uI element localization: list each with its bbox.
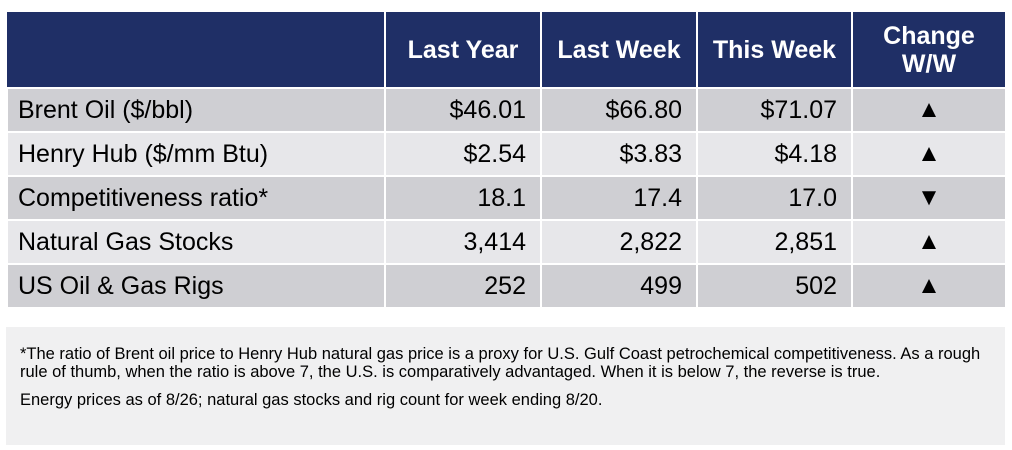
up-triangle-icon: ▲ bbox=[851, 263, 1007, 309]
up-triangle-icon: ▲ bbox=[851, 131, 1007, 177]
down-triangle-icon: ▼ bbox=[851, 175, 1007, 221]
header-last-year: Last Year bbox=[384, 10, 542, 89]
cell-this-week: 2,851 bbox=[696, 219, 853, 265]
table-row: US Oil & Gas Rigs 252 499 502 ▲ bbox=[6, 263, 1007, 309]
data-dates-note: Energy prices as of 8/26; natural gas st… bbox=[20, 391, 603, 409]
table-row: Competitiveness ratio* 18.1 17.4 17.0 ▼ bbox=[6, 175, 1007, 221]
table-row: Brent Oil ($/bbl) $46.01 $66.80 $71.07 ▲ bbox=[6, 87, 1007, 133]
table-header-row: Last Year Last Week This Week Change W/W bbox=[7, 10, 1007, 89]
row-label: Brent Oil ($/bbl) bbox=[6, 87, 386, 133]
cell-last-week: $3.83 bbox=[540, 131, 698, 177]
header-last-week: Last Week bbox=[540, 10, 698, 89]
cell-last-year: $2.54 bbox=[384, 131, 542, 177]
row-label: US Oil & Gas Rigs bbox=[6, 263, 386, 309]
row-label: Henry Hub ($/mm Btu) bbox=[6, 131, 386, 177]
up-triangle-icon: ▲ bbox=[851, 87, 1007, 133]
cell-this-week: $71.07 bbox=[696, 87, 853, 133]
cell-last-year: 3,414 bbox=[384, 219, 542, 265]
footnote-text: *The ratio of Brent oil price to Henry H… bbox=[20, 345, 981, 381]
cell-last-year: $46.01 bbox=[384, 87, 542, 133]
cell-last-week: 17.4 bbox=[540, 175, 698, 221]
cell-last-week: 499 bbox=[540, 263, 698, 309]
footnote-box: *The ratio of Brent oil price to Henry H… bbox=[6, 327, 1005, 445]
energy-indicators-table: Last Year Last Week This Week Change W/W… bbox=[6, 10, 1007, 309]
cell-last-year: 18.1 bbox=[384, 175, 542, 221]
cell-this-week: 17.0 bbox=[696, 175, 853, 221]
table-row: Henry Hub ($/mm Btu) $2.54 $3.83 $4.18 ▲ bbox=[6, 131, 1007, 177]
table-row: Natural Gas Stocks 3,414 2,822 2,851 ▲ bbox=[6, 219, 1007, 265]
header-change-ww: Change W/W bbox=[851, 10, 1007, 89]
row-label: Competitiveness ratio* bbox=[6, 175, 386, 221]
header-blank-cell bbox=[7, 10, 386, 89]
cell-last-week: 2,822 bbox=[540, 219, 698, 265]
row-label: Natural Gas Stocks bbox=[6, 219, 386, 265]
cell-last-week: $66.80 bbox=[540, 87, 698, 133]
header-change-line1: Change bbox=[883, 21, 975, 50]
header-this-week: This Week bbox=[696, 10, 853, 89]
cell-this-week: 502 bbox=[696, 263, 853, 309]
header-change-line2: W/W bbox=[901, 49, 957, 78]
cell-last-year: 252 bbox=[384, 263, 542, 309]
cell-this-week: $4.18 bbox=[696, 131, 853, 177]
up-triangle-icon: ▲ bbox=[851, 219, 1007, 265]
